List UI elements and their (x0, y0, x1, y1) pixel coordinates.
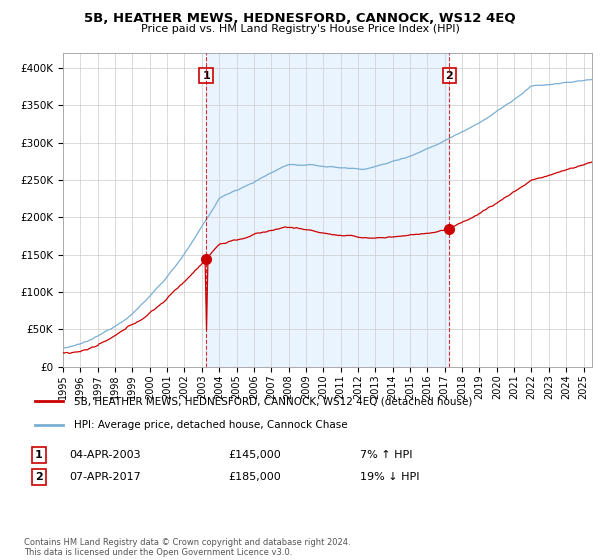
Text: HPI: Average price, detached house, Cannock Chase: HPI: Average price, detached house, Cann… (74, 419, 347, 430)
Text: £185,000: £185,000 (228, 472, 281, 482)
Text: 1: 1 (202, 71, 210, 81)
Text: 5B, HEATHER MEWS, HEDNESFORD, CANNOCK, WS12 4EQ: 5B, HEATHER MEWS, HEDNESFORD, CANNOCK, W… (84, 12, 516, 25)
Text: 19% ↓ HPI: 19% ↓ HPI (360, 472, 419, 482)
Text: 04-APR-2003: 04-APR-2003 (69, 450, 140, 460)
Text: 2: 2 (35, 472, 43, 482)
Text: 07-APR-2017: 07-APR-2017 (69, 472, 141, 482)
Text: 2: 2 (446, 71, 453, 81)
Text: Contains HM Land Registry data © Crown copyright and database right 2024.
This d: Contains HM Land Registry data © Crown c… (24, 538, 350, 557)
Text: 5B, HEATHER MEWS, HEDNESFORD, CANNOCK, WS12 4EQ (detached house): 5B, HEATHER MEWS, HEDNESFORD, CANNOCK, W… (74, 396, 472, 407)
Text: 7% ↑ HPI: 7% ↑ HPI (360, 450, 413, 460)
Bar (206, 53, 449, 367)
Text: £145,000: £145,000 (228, 450, 281, 460)
Text: Price paid vs. HM Land Registry's House Price Index (HPI): Price paid vs. HM Land Registry's House … (140, 24, 460, 34)
Text: 1: 1 (35, 450, 43, 460)
